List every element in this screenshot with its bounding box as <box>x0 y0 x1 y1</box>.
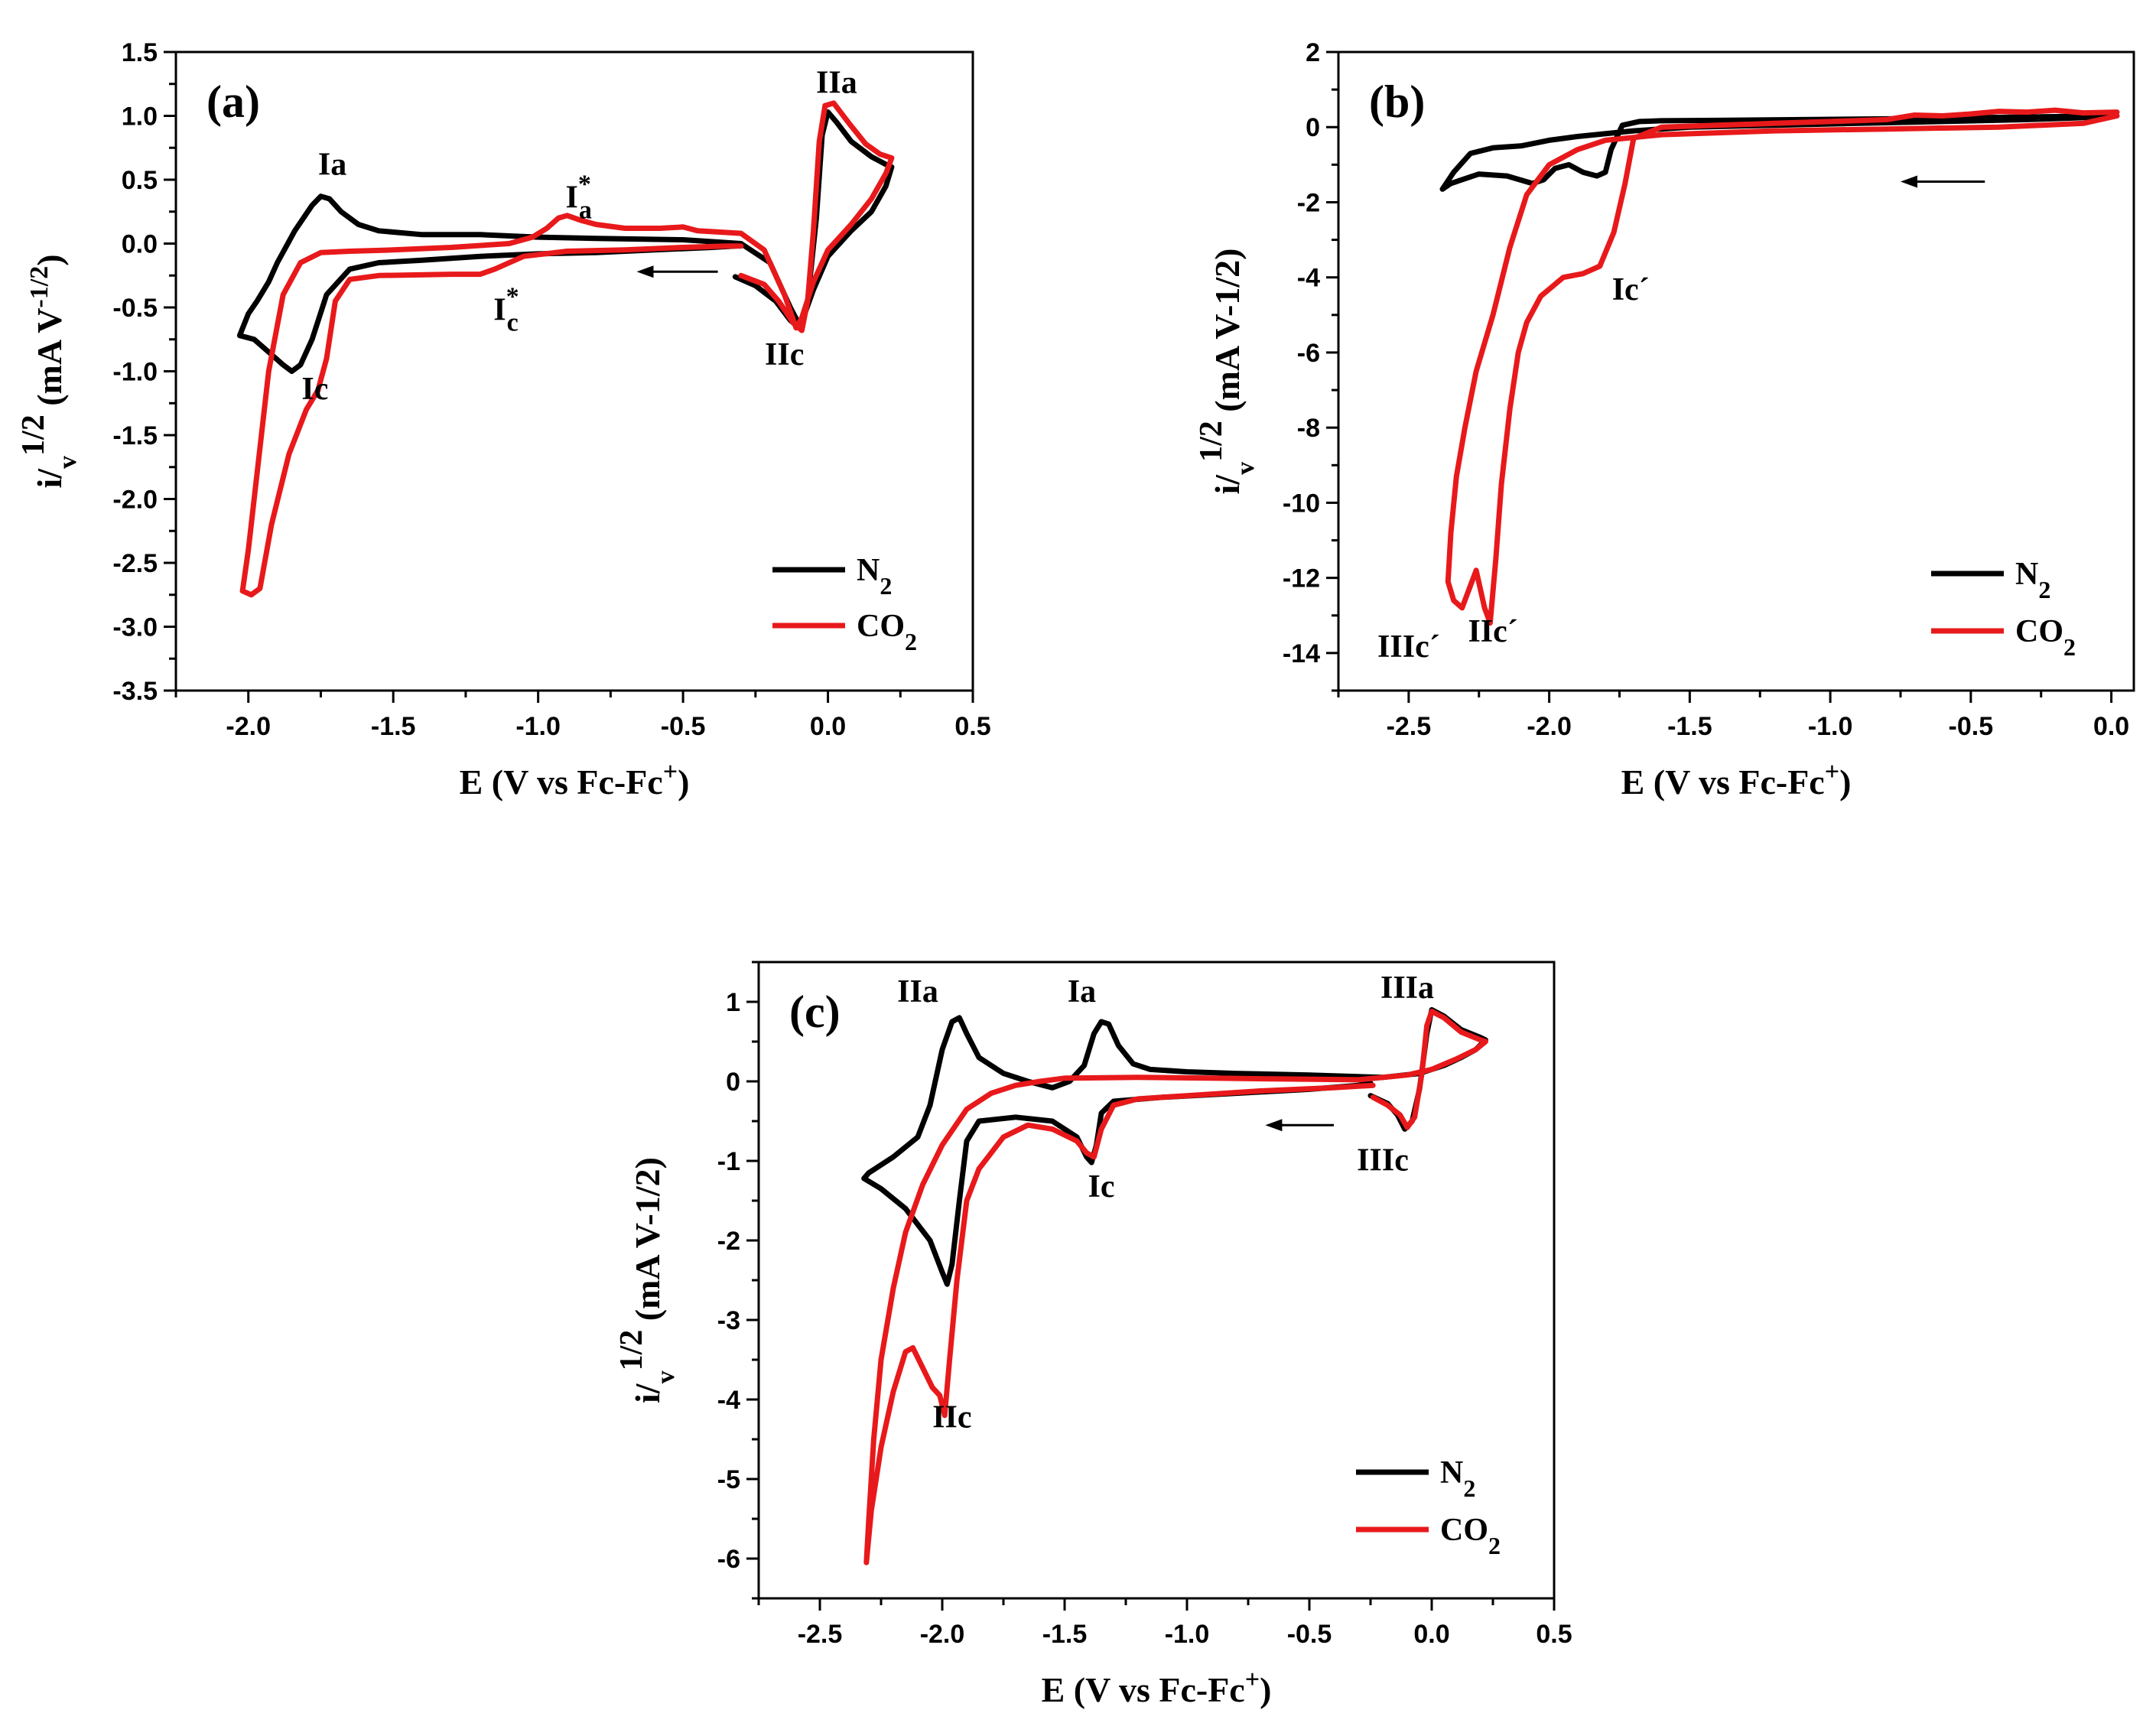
y-tick-label-c: 1 <box>726 988 740 1017</box>
y-tick-label-a: -0.5 <box>112 294 158 323</box>
x-tick-label-a: -0.5 <box>661 712 706 741</box>
plot-frame-c <box>757 961 1556 1600</box>
x-tick-label-c: -0.5 <box>1287 1620 1332 1649</box>
y-axis-title-b: i/v1/2 (mA V-1/2) <box>1194 249 1260 495</box>
panel-c-chart: -2.5 -2.0 -1.5 -1.0 -0.5 0.0 0.5 -6 -5 -4 -3 -2 -1 0 1… <box>614 961 1572 1710</box>
panel-label-c: (c) <box>789 987 841 1037</box>
y-tick-label-c: -5 <box>717 1465 740 1494</box>
x-tick-label-c: -2.0 <box>920 1620 965 1649</box>
y-tick-label-c: -2 <box>717 1227 740 1256</box>
series-co2-c <box>863 1009 1488 1565</box>
y-tick-label-a: -1.5 <box>112 421 158 450</box>
y-tick-label-c: -1 <box>717 1147 740 1176</box>
y-tick-label-a: -1.0 <box>112 358 158 387</box>
x-tick-label-a: 0.5 <box>954 712 990 741</box>
x-tick-label-a: -2.0 <box>226 712 271 741</box>
arrow-head-icon-a <box>636 265 654 278</box>
series-n2-a <box>236 109 895 374</box>
y-tick-label-b: 0 <box>1306 113 1320 142</box>
y-tick-label-b: 2 <box>1306 38 1320 67</box>
y-tick-label-b: -14 <box>1283 639 1320 668</box>
peak-label-a: IIc <box>765 337 804 372</box>
arrow-head-icon-b <box>1900 175 1917 188</box>
x-tick-label-b: -1.5 <box>1667 712 1712 741</box>
legend-label-co2: CO2 <box>857 609 917 655</box>
panel-label-a: (a) <box>206 76 260 127</box>
legend-label-n2: N2 <box>857 553 892 600</box>
x-tick-label-c: 0.5 <box>1536 1620 1572 1649</box>
x-tick-label-c: -1.5 <box>1042 1620 1088 1649</box>
x-tick-label-b: -2.5 <box>1387 712 1432 741</box>
x-tick-label-c: -2.5 <box>798 1620 843 1649</box>
series-co2-a <box>239 100 895 598</box>
x-tick-label-a: 0.0 <box>810 712 846 741</box>
panel-a-chart: -2.0 -1.5 -1.0 -0.5 0.0 0.5 -3.5 -3.0 -2.5 -2.0 -1… <box>16 38 991 801</box>
legend-label-n2: N2 <box>1440 1455 1475 1502</box>
x-tick-label-c: 0.0 <box>1413 1620 1449 1649</box>
series-co2-b <box>1445 107 2120 626</box>
arrow-head-icon-c <box>1265 1119 1283 1132</box>
y-axis-title-a: i/v1/2 (mA V-1/2) <box>16 254 82 488</box>
y-tick-label-c: -4 <box>717 1386 740 1415</box>
y-tick-label-a: 0.0 <box>122 230 158 259</box>
x-axis-title-c: E (V vs Fc-Fc+) <box>1042 1666 1272 1710</box>
y-tick-label-c: -6 <box>717 1545 740 1574</box>
y-tick-label-c: 0 <box>726 1068 740 1097</box>
x-tick-label-c: -1.0 <box>1165 1620 1210 1649</box>
x-axis-title-b: E (V vs Fc-Fc+) <box>1621 758 1852 802</box>
peak-label-c: Ia <box>1068 974 1096 1009</box>
y-axis-title-c: i/v1/2 (mA V-1/2) <box>614 1157 680 1403</box>
y-tick-label-b: -2 <box>1297 188 1320 217</box>
y-tick-label-a: 0.5 <box>122 166 158 195</box>
y-tick-label-b: -4 <box>1297 264 1320 293</box>
y-tick-label-c: -3 <box>717 1306 740 1335</box>
peak-label-b: IIIc´ <box>1377 629 1440 665</box>
panel-label-b: (b) <box>1369 76 1425 127</box>
x-tick-label-b: -0.5 <box>1949 712 1994 741</box>
legend-label-co2: CO2 <box>1440 1513 1501 1559</box>
peak-label-a: Ia <box>318 147 346 182</box>
y-tick-label-b: -10 <box>1283 489 1320 518</box>
legend-label-n2: N2 <box>2015 557 2050 603</box>
x-axis-title-a: E (V vs Fc-Fc+) <box>460 758 690 802</box>
x-tick-label-b: -2.0 <box>1527 712 1572 741</box>
y-tick-label-b: -8 <box>1297 414 1320 443</box>
panel-b-chart: -2.5 -2.0 -1.5 -1.0 -0.5 0.0 -14 -12 -10 -8 -6 -4 -2… <box>1194 38 2135 802</box>
legend-label-co2: CO2 <box>2015 614 2076 661</box>
peak-label-c: Ic <box>1088 1169 1115 1204</box>
x-tick-label-b: 0.0 <box>2093 712 2129 741</box>
peak-label-c: IIIa <box>1380 970 1434 1006</box>
peak-label-a: Ic <box>301 372 328 407</box>
x-tick-label-a: -1.0 <box>515 712 561 741</box>
peak-label-b: IIc´ <box>1468 614 1517 649</box>
y-tick-label-a: -3.0 <box>112 613 158 642</box>
y-tick-label-b: -6 <box>1297 339 1320 368</box>
peak-label-c: IIc <box>932 1400 971 1435</box>
peak-label-a: I* c <box>493 283 519 337</box>
peak-label-c: IIa <box>897 974 938 1009</box>
y-tick-label-a: -2.0 <box>112 486 158 515</box>
plot-frame-b <box>1337 50 2135 692</box>
y-tick-label-a: 1.0 <box>122 102 158 132</box>
peak-label-a: I* a <box>566 171 592 225</box>
peak-label-a: IIa <box>816 65 857 100</box>
x-tick-label-a: -1.5 <box>371 712 416 741</box>
x-tick-label-b: -1.0 <box>1808 712 1853 741</box>
y-tick-label-a: -3.5 <box>112 677 158 706</box>
y-tick-label-a: -2.5 <box>112 549 158 578</box>
y-tick-label-b: -12 <box>1283 564 1320 593</box>
y-tick-label-a: 1.5 <box>122 38 158 67</box>
peak-label-c: IIIc <box>1357 1143 1409 1178</box>
peak-label-b: Ic´ <box>1612 272 1650 307</box>
